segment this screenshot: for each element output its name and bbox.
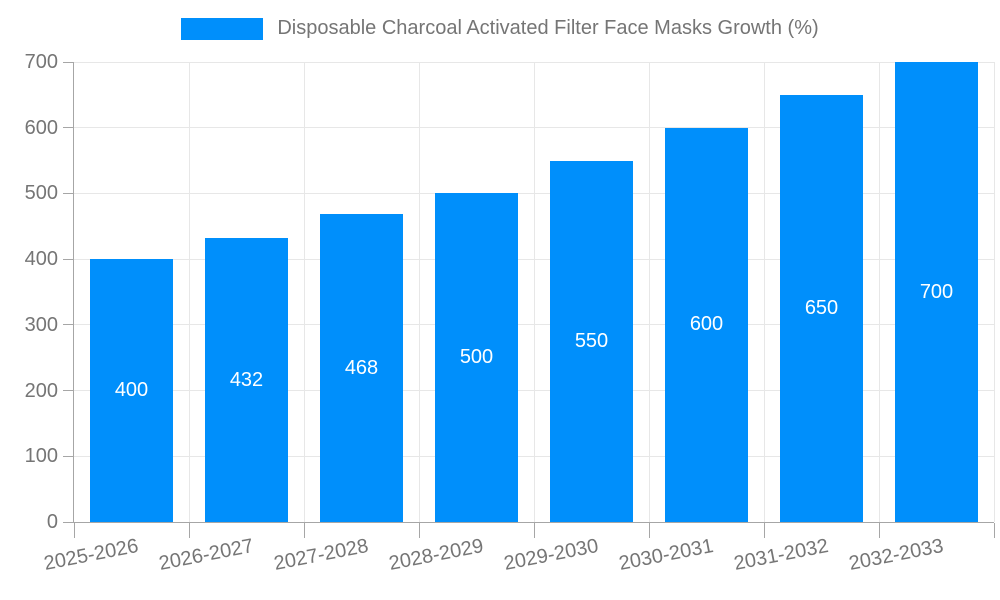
- bar-value-label: 600: [689, 313, 724, 336]
- bar-value-label: 550: [574, 329, 609, 352]
- gridline-vertical: [533, 62, 535, 522]
- bar-value-label: 650: [804, 296, 839, 319]
- x-axis-category-label: 2027-2028: [271, 535, 370, 575]
- x-axis-tick: [763, 523, 765, 538]
- y-axis-tick-label: 600: [24, 116, 58, 139]
- y-axis-tick: [63, 455, 73, 457]
- bar[interactable]: 550: [550, 160, 633, 522]
- y-axis-tick-label: 100: [24, 445, 58, 468]
- legend-item[interactable]: Disposable Charcoal Activated Filter Fac…: [181, 17, 819, 40]
- legend-label: Disposable Charcoal Activated Filter Fac…: [277, 17, 819, 39]
- gridline-vertical: [303, 62, 305, 522]
- bar[interactable]: 600: [665, 127, 748, 522]
- bar[interactable]: 432: [205, 238, 288, 522]
- y-axis-tick-label: 300: [24, 313, 58, 336]
- x-axis-category-label: 2025-2026: [41, 535, 140, 575]
- bar-value-label: 700: [919, 280, 954, 303]
- x-axis-tick: [993, 523, 995, 538]
- y-axis-tick-label: 700: [24, 51, 58, 73]
- y-axis-tick: [63, 127, 73, 129]
- x-axis-category-label: 2026-2027: [156, 535, 255, 575]
- y-axis-tick: [63, 324, 73, 326]
- gridline-vertical: [878, 62, 880, 522]
- bar[interactable]: 468: [320, 214, 403, 522]
- x-axis-tick: [303, 523, 305, 538]
- y-axis-tick: [63, 192, 73, 194]
- y-axis-tick: [63, 258, 73, 260]
- bar-value-label: 400: [114, 379, 149, 402]
- bar[interactable]: 650: [780, 94, 863, 522]
- bar-value-label: 468: [344, 356, 379, 379]
- x-axis-tick: [418, 523, 420, 538]
- x-axis-category-label: 2032-2033: [846, 535, 945, 575]
- y-axis-tick-label: 0: [46, 511, 58, 533]
- x-axis-tick: [188, 523, 190, 538]
- x-axis-category-label: 2028-2029: [386, 535, 485, 575]
- chart-legend: Disposable Charcoal Activated Filter Fac…: [0, 17, 1000, 40]
- x-axis-category-label: 2029-2030: [501, 535, 600, 575]
- gridline-vertical: [418, 62, 420, 522]
- bar[interactable]: 500: [435, 193, 518, 522]
- gridline-vertical: [188, 62, 190, 522]
- gridline-vertical: [993, 62, 995, 522]
- bar-value-label: 432: [229, 368, 264, 391]
- bar[interactable]: 700: [895, 62, 978, 522]
- y-axis-tick-label: 500: [24, 182, 58, 205]
- x-axis-tick: [648, 523, 650, 538]
- gridline-vertical: [763, 62, 765, 522]
- x-axis-tick: [73, 523, 75, 538]
- y-axis-tick: [63, 61, 73, 63]
- y-axis-tick: [63, 390, 73, 392]
- plot-area: 0 100 200 300 400 500 600 700 2025-2026 2026-2027…: [25, 52, 995, 575]
- x-axis-tick: [533, 523, 535, 538]
- bar[interactable]: 400: [90, 259, 173, 522]
- y-axis-tick: [63, 521, 73, 523]
- x-axis-category-label: 2031-2032: [731, 535, 830, 575]
- y-axis-tick-label: 200: [24, 379, 58, 402]
- x-axis-tick: [878, 523, 880, 538]
- y-axis-tick-label: 400: [24, 248, 58, 271]
- legend-swatch: [181, 17, 264, 40]
- gridline-vertical: [648, 62, 650, 522]
- bar-value-label: 500: [459, 346, 494, 369]
- x-axis-category-label: 2030-2031: [616, 535, 715, 575]
